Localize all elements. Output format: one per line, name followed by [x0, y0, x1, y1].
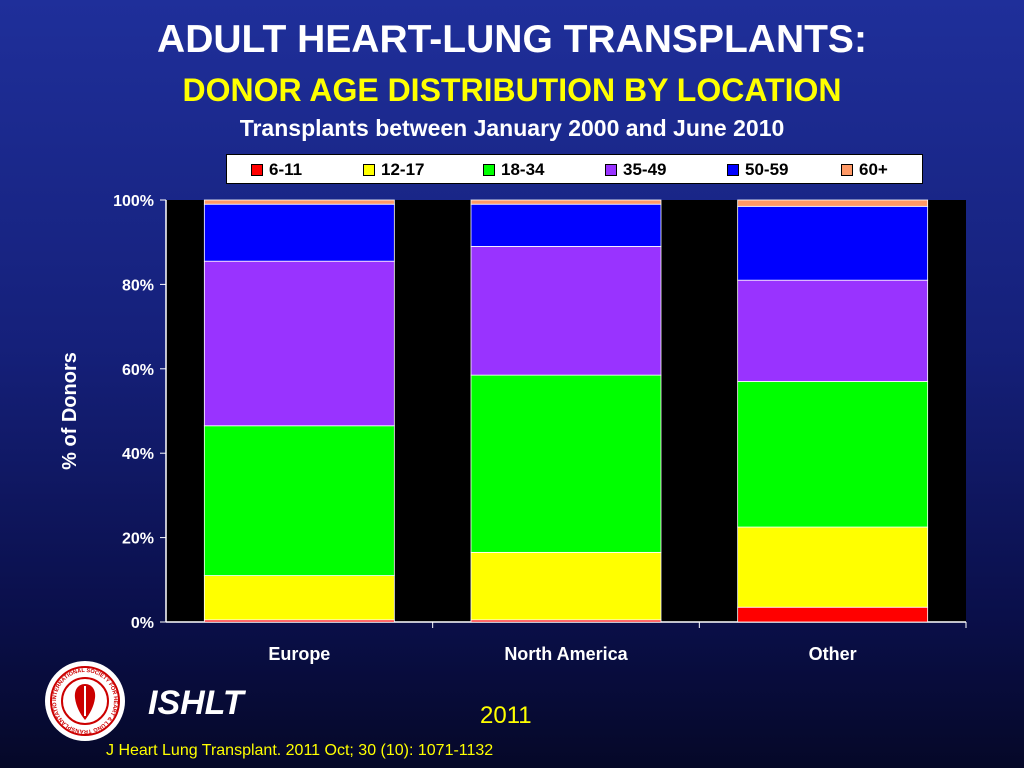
- slide-date-range: Transplants between January 2000 and Jun…: [239, 115, 785, 141]
- legend-swatch: [727, 164, 739, 176]
- bar-north-america-35-49: [470, 246, 662, 376]
- bar-other-12-17: [737, 526, 929, 608]
- legend-swatch: [841, 164, 853, 176]
- y-tick-label: 40%: [122, 446, 154, 463]
- report-year: 2011: [480, 702, 532, 729]
- bar-other-35-49: [737, 279, 929, 382]
- bar-europe-60+: [203, 199, 395, 205]
- legend-item-60+: 60+: [841, 160, 888, 180]
- ishlt-brand: ISHLT: [148, 684, 244, 722]
- bar-europe-50-59: [203, 203, 395, 262]
- citation: J Heart Lung Transplant. 2011 Oct; 30 (1…: [106, 742, 494, 759]
- ishlt-logo: INTERNATIONAL SOCIETY FOR HEART & LUNG T…: [42, 656, 126, 747]
- x-category-label: North America: [504, 644, 628, 664]
- y-tick-label: 0%: [131, 615, 154, 632]
- legend-item-35-49: 35-49: [605, 160, 666, 180]
- slide-subtitle: DONOR AGE DISTRIBUTION BY LOCATION: [182, 72, 842, 108]
- y-tick-label: 60%: [122, 362, 154, 379]
- x-category-label: Europe: [268, 644, 330, 664]
- bar-other-50-59: [737, 205, 929, 281]
- legend-label: 50-59: [745, 160, 789, 179]
- bar-north-america-12-17: [470, 551, 662, 621]
- legend-swatch: [483, 164, 495, 176]
- legend-label: 12-17: [381, 160, 425, 179]
- y-tick-label: 20%: [122, 531, 154, 548]
- x-category-label: Other: [809, 644, 857, 664]
- chart-legend: 6-11 12-17 18-34 35-49 50-59 60+: [226, 154, 923, 184]
- y-axis-title: % of Donors: [59, 352, 81, 470]
- legend-label: 35-49: [623, 160, 667, 179]
- y-tick-label: 100%: [113, 193, 154, 210]
- bar-other-60+: [737, 199, 929, 207]
- bar-north-america-18-34: [470, 374, 662, 553]
- bar-north-america-60+: [470, 199, 662, 205]
- bar-other-18-34: [737, 381, 929, 528]
- legend-swatch: [363, 164, 375, 176]
- legend-item-12-17: 12-17: [363, 160, 424, 180]
- legend-item-50-59: 50-59: [727, 160, 788, 180]
- bar-europe-12-17: [203, 575, 395, 621]
- bar-europe-18-34: [203, 425, 395, 576]
- legend-label: 60+: [859, 160, 888, 179]
- legend-swatch: [605, 164, 617, 176]
- legend-item-6-11: 6-11: [251, 160, 302, 180]
- bar-north-america-50-59: [470, 203, 662, 247]
- bar-europe-35-49: [203, 260, 395, 427]
- legend-label: 6-11: [269, 160, 303, 179]
- legend-label: 18-34: [501, 160, 545, 179]
- legend-item-18-34: 18-34: [483, 160, 544, 180]
- slide-title: ADULT HEART-LUNG TRANSPLANTS:: [157, 18, 867, 61]
- legend-swatch: [251, 164, 263, 176]
- bar-other-6-11: [737, 606, 929, 623]
- y-tick-label: 80%: [122, 277, 154, 294]
